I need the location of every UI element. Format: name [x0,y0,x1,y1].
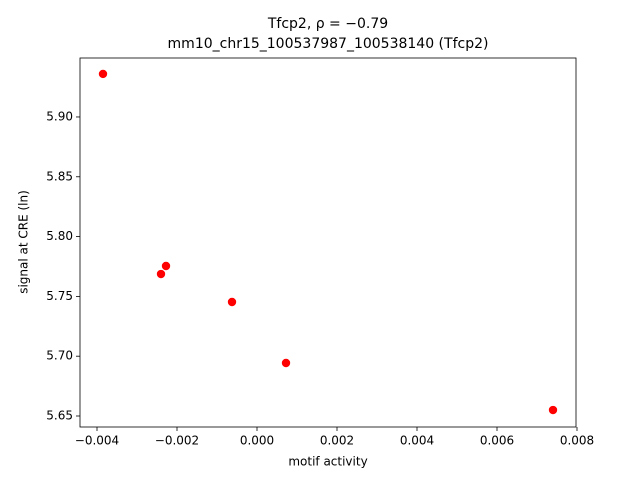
y-tick-label: 5.65 [46,408,73,422]
x-tick-label: 0.002 [320,434,354,448]
point [156,269,166,279]
x-axis-label: motif activity [288,455,367,469]
chart-title: Tfcp2, ρ = −0.79 [267,16,388,32]
point [161,261,171,271]
x-tick-label: 0.000 [240,434,274,448]
chart-subtitle: mm10_chr15_100537987_100538140 (Tfcp2) [168,36,489,52]
y-tick-label: 5.90 [46,109,73,123]
x-tick-label: 0.008 [560,434,594,448]
x-tick-label: −0.004 [75,434,119,448]
y-tick-label: 5.70 [46,349,73,363]
point [548,405,558,415]
x-tick-label: 0.006 [480,434,514,448]
point [227,297,237,307]
y-axis-label: signal at CRE (ln) [17,190,31,294]
y-tick-label: 5.75 [46,289,73,303]
plot-frame [79,57,577,428]
x-tick-label: 0.004 [400,434,434,448]
y-tick-label: 5.85 [46,169,73,183]
point [98,69,108,79]
y-tick-label: 5.80 [46,229,73,243]
point [281,358,291,368]
x-tick-label: −0.002 [155,434,199,448]
